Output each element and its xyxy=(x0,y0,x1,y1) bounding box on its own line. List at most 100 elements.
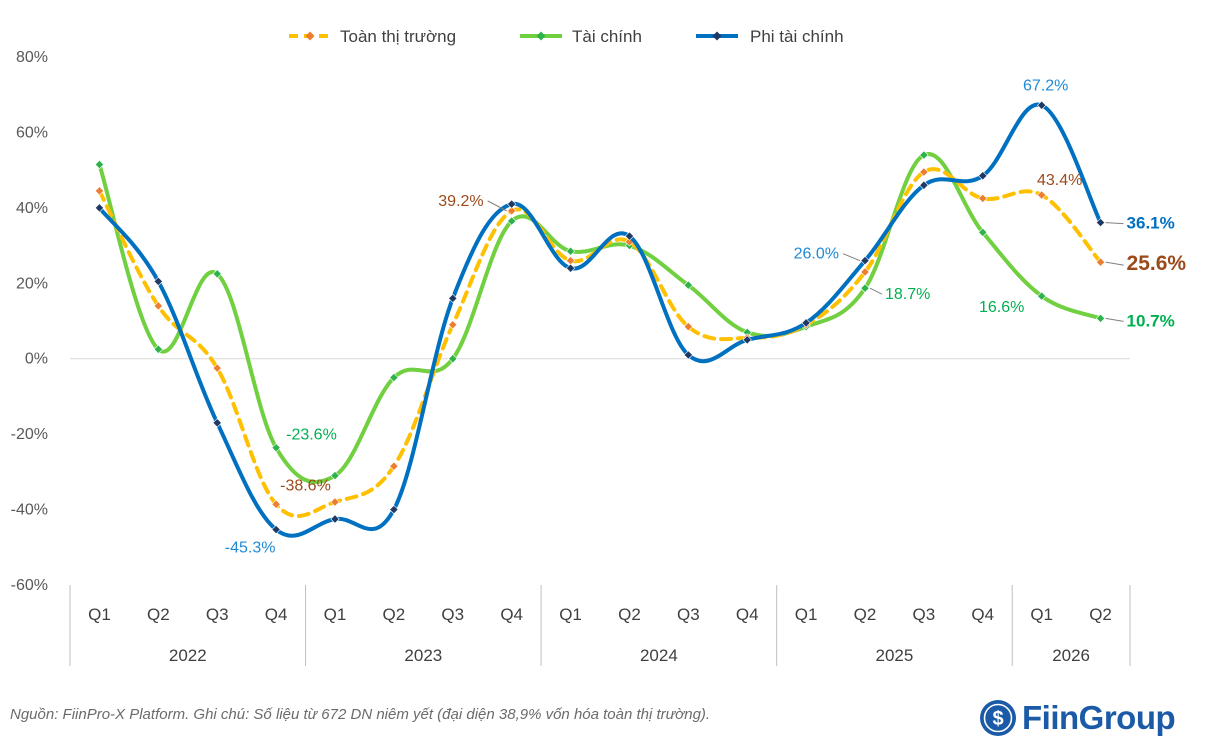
y-tick-label: 20% xyxy=(16,275,48,292)
data-point-marker xyxy=(919,167,929,177)
x-quarter-label: Q1 xyxy=(1030,605,1053,624)
svg-text:$: $ xyxy=(992,708,1003,730)
data-point-marker xyxy=(919,180,929,190)
data-label: 26.0% xyxy=(794,246,861,263)
y-tick-label: -20% xyxy=(11,426,48,443)
data-point-marker xyxy=(94,203,105,213)
data-point-marker xyxy=(978,171,988,181)
legend-item: Tài chính xyxy=(520,27,642,46)
series-line xyxy=(97,167,1103,518)
fiingroup-logo: $ FiinGroup xyxy=(978,696,1176,740)
x-year-label: 2026 xyxy=(1052,646,1090,665)
x-quarter-label: Q2 xyxy=(147,605,170,624)
x-year-label: 2025 xyxy=(876,646,914,665)
x-quarter-label: Q3 xyxy=(913,605,936,624)
data-point-marker xyxy=(271,524,281,535)
data-point-marker xyxy=(507,199,517,209)
data-point-marker xyxy=(448,293,458,303)
data-label-text: 43.4% xyxy=(1037,172,1082,189)
data-point-marker xyxy=(153,344,163,354)
data-point-marker xyxy=(565,263,576,273)
x-year-label: 2023 xyxy=(404,646,442,665)
line-chart: Toàn thị trường Tài chính Phi tài chính 80… xyxy=(11,27,1186,666)
leader-line xyxy=(1105,222,1124,225)
data-point-marker xyxy=(153,276,163,287)
leader-line xyxy=(842,253,861,262)
data-label-text: 16.6% xyxy=(979,299,1024,316)
leader-line xyxy=(1105,317,1124,322)
y-tick-label: 60% xyxy=(16,124,48,141)
data-point-marker xyxy=(212,418,222,428)
data-point-marker xyxy=(212,363,222,373)
data-point-marker xyxy=(94,186,105,196)
data-point-marker xyxy=(801,318,811,328)
data-label: 39.2% xyxy=(438,193,507,212)
data-point-marker xyxy=(271,499,281,509)
leader-line xyxy=(487,200,507,212)
legend-marker xyxy=(536,31,546,41)
x-quarter-label: Q4 xyxy=(971,605,994,624)
data-label-text: 36.1% xyxy=(1127,214,1175,233)
legend-label: Tài chính xyxy=(572,27,642,46)
data-point-marker xyxy=(330,471,340,481)
data-label-text: -45.3% xyxy=(225,540,276,557)
x-quarter-label: Q3 xyxy=(677,605,700,624)
x-quarter-label: Q2 xyxy=(383,605,406,624)
data-label-text: 39.2% xyxy=(438,193,483,210)
x-quarter-label: Q1 xyxy=(88,605,111,624)
data-point-marker xyxy=(860,283,870,293)
series-line xyxy=(97,152,1103,485)
x-quarter-label: Q4 xyxy=(500,605,523,624)
x-quarter-label: Q3 xyxy=(441,605,464,624)
x-quarter-label: Q3 xyxy=(206,605,229,624)
x-quarter-label: Q2 xyxy=(854,605,877,624)
data-label: 18.7% xyxy=(869,286,930,303)
data-point-marker xyxy=(389,372,399,383)
data-point-marker xyxy=(448,354,458,364)
series-lines xyxy=(94,100,1106,538)
data-point-marker xyxy=(624,231,635,241)
leader-line xyxy=(1105,261,1124,266)
x-quarter-label: Q4 xyxy=(265,605,288,624)
x-quarter-label: Q1 xyxy=(795,605,818,624)
x-quarter-label: Q2 xyxy=(618,605,641,624)
data-point-marker xyxy=(860,256,870,266)
x-axis: 2022 2023 2024 2025 2026 Q1 Q2 Q3 Q4 Q1 Q2 Q3 Q4 Q1 Q2… xyxy=(69,585,1131,666)
data-point-marker xyxy=(683,322,693,332)
legend-item: Phi tài chính xyxy=(696,27,844,46)
fiingroup-logo-icon: $ xyxy=(980,700,1016,736)
data-label: 67.2% xyxy=(1023,77,1068,94)
data-label: 10.7% xyxy=(1105,311,1175,330)
legend-label: Phi tài chính xyxy=(750,27,844,46)
data-label: 43.4% xyxy=(1037,172,1082,189)
data-label: -23.6% xyxy=(286,427,337,444)
leader-line xyxy=(869,287,883,295)
legend-marker xyxy=(305,31,315,41)
data-label-text: 10.7% xyxy=(1127,311,1175,330)
data-label: 25.6% xyxy=(1105,252,1186,275)
x-year-label: 2022 xyxy=(169,646,207,665)
data-point-marker xyxy=(330,497,340,507)
y-tick-label: -60% xyxy=(11,577,48,594)
data-point-marker xyxy=(212,269,222,279)
data-label-text: 18.7% xyxy=(885,286,930,303)
data-label: -38.6% xyxy=(280,477,331,494)
x-quarter-label: Q4 xyxy=(736,605,759,624)
legend-item: Toàn thị trường xyxy=(289,27,456,46)
data-point-marker xyxy=(448,320,458,330)
data-point-marker xyxy=(1037,190,1047,200)
series-line xyxy=(97,102,1103,538)
data-label-text: -38.6% xyxy=(280,477,331,494)
data-point-marker xyxy=(1095,313,1106,323)
data-point-marker xyxy=(565,246,576,256)
x-quarter-label: Q1 xyxy=(324,605,347,624)
series-0 xyxy=(94,167,1106,518)
fiingroup-logo-text: FiinGroup xyxy=(1022,699,1176,736)
data-point-marker xyxy=(153,301,163,311)
data-point-marker xyxy=(978,193,988,204)
data-point-marker xyxy=(1095,217,1106,228)
source-note: Nguồn: FiinPro-X Platform. Ghi chú: Số l… xyxy=(10,706,711,723)
data-point-marker xyxy=(683,280,693,290)
y-tick-label: -40% xyxy=(11,502,48,519)
data-label-text: 67.2% xyxy=(1023,77,1068,94)
